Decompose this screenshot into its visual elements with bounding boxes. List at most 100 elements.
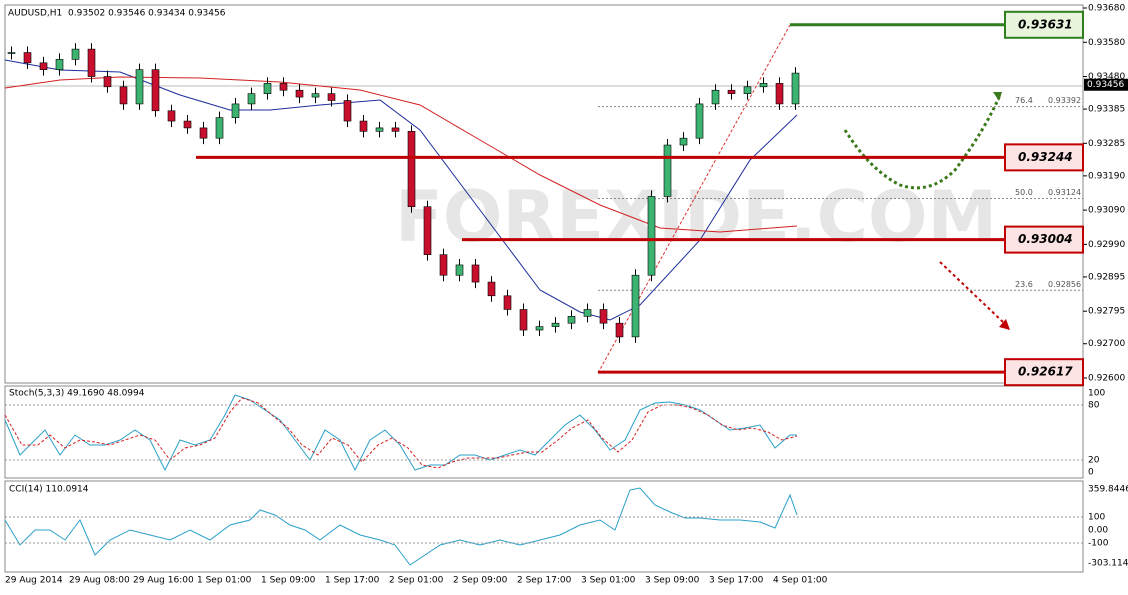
time-label: 4 Sep 01:00 xyxy=(773,576,828,586)
time-label: 3 Sep 09:00 xyxy=(645,576,700,586)
fib-level: 23.6 xyxy=(1015,280,1033,289)
candle xyxy=(295,89,304,98)
stoch-tick-label: 80 xyxy=(1088,401,1100,411)
candle xyxy=(39,62,48,70)
candle xyxy=(695,103,704,139)
candle xyxy=(119,86,128,105)
level-box xyxy=(1004,358,1084,387)
candle xyxy=(791,72,800,105)
price-tick-label: 0.93285 xyxy=(1088,139,1125,149)
candle xyxy=(663,144,672,197)
level-box xyxy=(1004,225,1084,254)
candle xyxy=(359,120,368,132)
candle xyxy=(487,281,496,297)
candle xyxy=(151,69,160,112)
candle xyxy=(343,100,352,122)
level-box xyxy=(1004,10,1084,39)
candle xyxy=(599,309,608,324)
candle xyxy=(327,93,336,101)
cci-label: CCI(14) 110.0914 xyxy=(9,485,89,495)
candle xyxy=(391,127,400,132)
level-label: 0.92617 xyxy=(1018,365,1073,379)
candle xyxy=(503,295,512,310)
current-price-label: 0.93456 xyxy=(1087,80,1124,90)
cci-tick-label: 100 xyxy=(1088,513,1105,523)
fib-level: 50.0 xyxy=(1015,188,1033,197)
stoch-signal xyxy=(4,397,798,469)
fib-price: 0.93124 xyxy=(1048,188,1081,197)
candle xyxy=(551,322,560,327)
price-tick-label: 0.93680 xyxy=(1088,4,1125,14)
stoch-tick-label: 100 xyxy=(1088,389,1105,399)
candle xyxy=(87,48,96,77)
stoch-main xyxy=(4,394,797,472)
candle xyxy=(23,52,32,64)
candle xyxy=(263,83,272,94)
candle xyxy=(231,103,240,118)
stoch-tick-label: 20 xyxy=(1088,456,1100,466)
stoch-tick-label: 0 xyxy=(1088,468,1094,478)
projection-arrow-up xyxy=(843,94,1002,190)
fib-level: 76.4 xyxy=(1015,96,1033,105)
price-tick-label: 0.92795 xyxy=(1088,307,1125,317)
fib-price: 0.93392 xyxy=(1048,96,1081,105)
candle xyxy=(135,69,144,105)
time-label: 2 Sep 09:00 xyxy=(453,576,508,586)
candle xyxy=(519,309,528,331)
price-tick-label: 0.92990 xyxy=(1088,240,1125,250)
candle xyxy=(423,206,432,255)
time-label: 1 Sep 17:00 xyxy=(325,576,380,586)
fib-price: 0.92856 xyxy=(1048,280,1081,289)
time-label: 29 Aug 2014 xyxy=(5,576,63,586)
candle xyxy=(535,326,544,331)
candle xyxy=(567,316,576,324)
candle xyxy=(679,137,688,146)
moving-average-slow xyxy=(4,76,798,233)
arrow-head xyxy=(993,92,1002,101)
price-tick-label: 0.92600 xyxy=(1088,374,1125,384)
projection-arrow-down xyxy=(939,261,1004,323)
candle xyxy=(55,59,64,70)
candle xyxy=(167,110,176,122)
candle xyxy=(7,52,16,54)
price-tick-label: 0.93190 xyxy=(1088,171,1125,181)
level-box xyxy=(1004,143,1084,172)
cci-line xyxy=(4,487,798,566)
moving-average-fast xyxy=(4,59,798,321)
ohlc: 0.93502 0.93546 0.93434 0.93456 xyxy=(68,9,226,19)
candle xyxy=(103,76,112,88)
level-label: 0.93244 xyxy=(1018,150,1073,164)
cci-tick-label: -303.1142 xyxy=(1088,559,1128,569)
candle xyxy=(647,196,656,276)
candle xyxy=(215,117,224,139)
cci-tick-label: 359.8446 xyxy=(1088,485,1128,495)
cci-panel xyxy=(4,480,1084,573)
candle xyxy=(631,274,640,338)
time-label: 1 Sep 01:00 xyxy=(197,576,252,586)
candle xyxy=(279,83,288,91)
price-tick-label: 0.93385 xyxy=(1088,105,1125,115)
time-label: 2 Sep 17:00 xyxy=(517,576,572,586)
candle xyxy=(471,264,480,283)
fib-trendline xyxy=(597,24,791,374)
candle xyxy=(375,127,384,132)
price-tick-label: 0.93480 xyxy=(1088,72,1125,82)
main-panel xyxy=(4,4,1084,384)
candle xyxy=(583,309,592,317)
stoch-panel xyxy=(4,385,1084,479)
current-price-box xyxy=(1084,78,1128,91)
level-label: 0.93631 xyxy=(1018,17,1073,31)
price-tick-label: 0.92700 xyxy=(1088,339,1125,349)
candle xyxy=(743,86,752,94)
candle xyxy=(455,264,464,276)
candle xyxy=(311,93,320,98)
candle xyxy=(439,254,448,276)
cci-tick-label: 0.00 xyxy=(1088,526,1108,536)
candle xyxy=(183,120,192,129)
time-label: 1 Sep 09:00 xyxy=(261,576,316,586)
price-tick-label: 0.93090 xyxy=(1088,206,1125,216)
cci-tick-label: -100 xyxy=(1088,539,1109,549)
candle xyxy=(407,131,416,208)
